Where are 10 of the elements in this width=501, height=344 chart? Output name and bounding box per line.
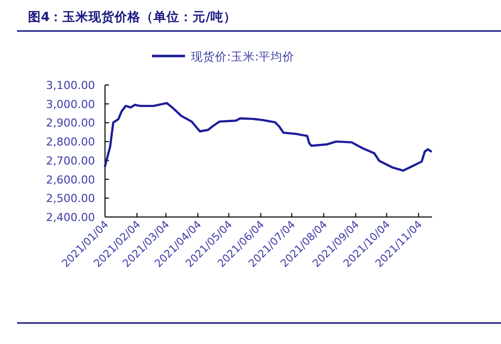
y-tick-label: 2,700.00 xyxy=(46,154,95,168)
title: 图4：玉米现货价格（单位：元/吨） xyxy=(28,9,236,24)
y-tick-label: 2,400.00 xyxy=(46,211,95,224)
y-tick-label: 2,500.00 xyxy=(46,192,95,206)
y-tick-label: 2,600.00 xyxy=(46,173,95,186)
legend-label: 现货价:玉米:平均价 xyxy=(191,50,295,64)
y-tick-label: 2,800.00 xyxy=(46,136,95,149)
y-tick-label: 3,100.00 xyxy=(46,79,95,92)
y-tick-label: 3,000.00 xyxy=(46,98,95,111)
y-tick-label: 2,900.00 xyxy=(46,116,95,130)
